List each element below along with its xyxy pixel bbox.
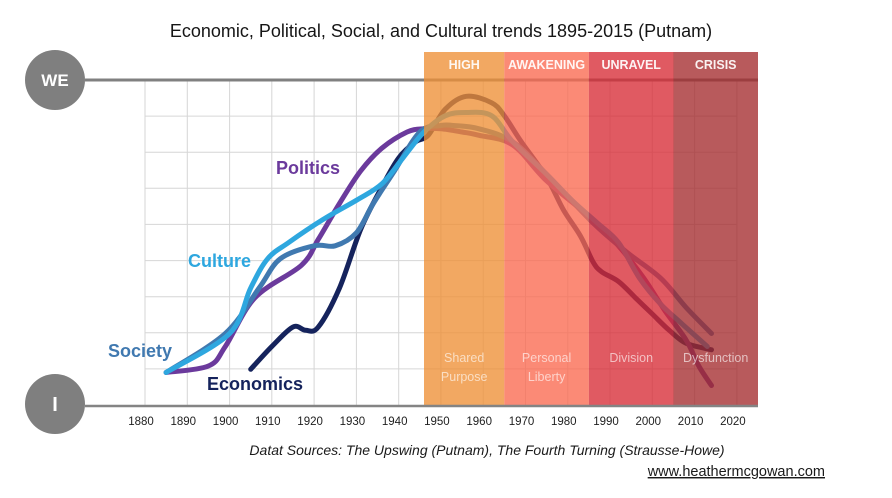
x-tick-label: 1940 bbox=[382, 416, 408, 428]
x-tick-label: 1920 bbox=[297, 416, 323, 428]
series-label-culture: Culture bbox=[188, 251, 251, 271]
x-axis-ticks: 1880 1890 1900 1910 1920 1930 1940 1950 1960 1970… bbox=[128, 416, 745, 428]
era-caption: Division bbox=[609, 351, 653, 365]
we-label: WE bbox=[41, 71, 68, 90]
era-band-unravel bbox=[588, 52, 674, 405]
source-note: Datat Sources: The Upswing (Putnam), The… bbox=[249, 442, 724, 458]
era-name-high: HIGH bbox=[449, 58, 480, 72]
era-name-crisis: CRISIS bbox=[695, 58, 737, 72]
era-band-high bbox=[424, 52, 505, 405]
era-labels: HIGH Shared Purpose AWAKENING Personal Libert… bbox=[441, 58, 748, 384]
x-tick-label: 1990 bbox=[593, 416, 619, 428]
series-label-economics: Economics bbox=[207, 374, 303, 394]
x-tick-label: 1890 bbox=[171, 416, 197, 428]
series-label-society: Society bbox=[108, 341, 172, 361]
era-caption: Shared bbox=[444, 351, 484, 365]
i-label: I bbox=[52, 394, 58, 416]
era-band-crisis bbox=[673, 52, 758, 405]
era-caption: Liberty bbox=[528, 370, 566, 384]
credit-link[interactable]: www.heathermcgowan.com bbox=[647, 464, 825, 480]
i-marker: I bbox=[25, 374, 85, 434]
x-tick-label: 1980 bbox=[551, 416, 577, 428]
x-tick-label: 1880 bbox=[128, 416, 154, 428]
era-bands bbox=[424, 52, 758, 405]
x-tick-label: 1960 bbox=[466, 416, 492, 428]
chart-title: Economic, Political, Social, and Cultura… bbox=[170, 21, 712, 41]
x-tick-label: 2020 bbox=[720, 416, 746, 428]
x-tick-label: 1950 bbox=[424, 416, 450, 428]
we-marker: WE bbox=[25, 50, 85, 110]
era-caption: Dysfunction bbox=[683, 351, 748, 365]
series-labels: Politics Culture Society Economics bbox=[108, 158, 340, 394]
era-caption: Personal bbox=[522, 351, 571, 365]
era-name-unravel: UNRAVEL bbox=[601, 58, 661, 72]
era-band-awakening bbox=[504, 52, 589, 405]
i-circle bbox=[25, 374, 85, 434]
x-tick-label: 1970 bbox=[509, 416, 535, 428]
era-name-awakening: AWAKENING bbox=[508, 58, 585, 72]
x-tick-label: 1910 bbox=[255, 416, 281, 428]
era-caption: Purpose bbox=[441, 370, 488, 384]
x-tick-label: 2010 bbox=[678, 416, 704, 428]
we-circle bbox=[25, 50, 85, 110]
x-tick-label: 2000 bbox=[636, 416, 662, 428]
x-tick-label: 1930 bbox=[340, 416, 366, 428]
series-label-politics: Politics bbox=[276, 158, 340, 178]
x-tick-label: 1900 bbox=[213, 416, 239, 428]
